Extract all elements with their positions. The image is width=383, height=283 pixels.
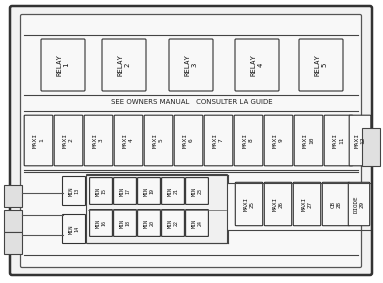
Text: MAXI
8: MAXI 8 xyxy=(243,133,254,148)
FancyBboxPatch shape xyxy=(144,115,173,166)
FancyBboxPatch shape xyxy=(264,182,292,226)
FancyBboxPatch shape xyxy=(169,39,213,91)
Text: SEE OWNERS MANUAL   CONSULTER LA GUIDE: SEE OWNERS MANUAL CONSULTER LA GUIDE xyxy=(111,99,273,105)
FancyBboxPatch shape xyxy=(235,182,263,226)
FancyBboxPatch shape xyxy=(84,115,113,166)
Text: MIN
19: MIN 19 xyxy=(144,186,154,196)
FancyBboxPatch shape xyxy=(90,210,112,236)
Text: MAXI
1: MAXI 1 xyxy=(33,133,44,148)
FancyBboxPatch shape xyxy=(24,115,53,166)
FancyBboxPatch shape xyxy=(137,210,160,236)
Text: MAXI
7: MAXI 7 xyxy=(213,133,224,148)
Text: MIN
18: MIN 18 xyxy=(119,218,130,228)
Text: MAXI
4: MAXI 4 xyxy=(123,133,134,148)
Text: MIN
17: MIN 17 xyxy=(119,186,130,196)
FancyBboxPatch shape xyxy=(90,178,112,204)
Text: MAXI
3: MAXI 3 xyxy=(93,133,104,148)
Text: MIN
20: MIN 20 xyxy=(144,218,154,228)
Bar xyxy=(4,232,22,254)
FancyBboxPatch shape xyxy=(174,115,203,166)
Text: MAXI
27: MAXI 27 xyxy=(301,197,313,211)
Text: MIN
14: MIN 14 xyxy=(69,224,79,234)
FancyBboxPatch shape xyxy=(162,178,184,204)
Bar xyxy=(4,210,22,232)
Text: MAXI
5: MAXI 5 xyxy=(153,133,164,148)
Text: MAXI
26: MAXI 26 xyxy=(273,197,283,211)
FancyBboxPatch shape xyxy=(54,115,83,166)
Text: MAXI
12: MAXI 12 xyxy=(355,133,365,148)
FancyBboxPatch shape xyxy=(114,210,136,236)
FancyBboxPatch shape xyxy=(264,115,293,166)
FancyBboxPatch shape xyxy=(162,210,184,236)
FancyBboxPatch shape xyxy=(299,39,343,91)
Text: MIN
16: MIN 16 xyxy=(96,218,106,228)
FancyBboxPatch shape xyxy=(186,210,208,236)
FancyBboxPatch shape xyxy=(293,182,321,226)
Text: RELAY
1: RELAY 1 xyxy=(57,54,69,76)
FancyBboxPatch shape xyxy=(322,182,350,226)
Bar xyxy=(362,128,380,166)
FancyBboxPatch shape xyxy=(234,115,263,166)
FancyBboxPatch shape xyxy=(235,39,279,91)
FancyBboxPatch shape xyxy=(102,39,146,91)
FancyBboxPatch shape xyxy=(324,115,353,166)
Text: RELAY
3: RELAY 3 xyxy=(185,54,198,76)
FancyBboxPatch shape xyxy=(62,215,85,243)
Text: MIN
13: MIN 13 xyxy=(69,186,79,196)
FancyBboxPatch shape xyxy=(186,178,208,204)
Text: MAXI
11: MAXI 11 xyxy=(333,133,344,148)
FancyBboxPatch shape xyxy=(41,39,85,91)
Text: MIN
24: MIN 24 xyxy=(192,218,202,228)
FancyBboxPatch shape xyxy=(349,115,371,166)
Text: MAXI
10: MAXI 10 xyxy=(303,133,314,148)
FancyBboxPatch shape xyxy=(204,115,233,166)
FancyBboxPatch shape xyxy=(294,115,323,166)
FancyBboxPatch shape xyxy=(348,182,370,226)
Text: MIN
15: MIN 15 xyxy=(96,186,106,196)
Text: DIODE
29: DIODE 29 xyxy=(354,195,364,213)
Text: MAXI
6: MAXI 6 xyxy=(183,133,194,148)
Text: MIN
23: MIN 23 xyxy=(192,186,202,196)
Text: RELAY
4: RELAY 4 xyxy=(250,54,264,76)
Text: MIN
21: MIN 21 xyxy=(168,186,178,196)
Text: MAXI
2: MAXI 2 xyxy=(63,133,74,148)
FancyBboxPatch shape xyxy=(21,14,362,267)
FancyBboxPatch shape xyxy=(137,178,160,204)
Text: MAXI
9: MAXI 9 xyxy=(273,133,284,148)
Text: CB
28: CB 28 xyxy=(331,200,341,207)
FancyBboxPatch shape xyxy=(62,177,85,205)
Bar xyxy=(4,185,22,207)
Text: MAXI
25: MAXI 25 xyxy=(244,197,254,211)
FancyBboxPatch shape xyxy=(114,178,136,204)
FancyBboxPatch shape xyxy=(87,175,228,243)
Text: RELAY
2: RELAY 2 xyxy=(118,54,131,76)
Text: RELAY
5: RELAY 5 xyxy=(314,54,327,76)
FancyBboxPatch shape xyxy=(114,115,143,166)
Text: MIN
22: MIN 22 xyxy=(168,218,178,228)
FancyBboxPatch shape xyxy=(10,6,372,275)
